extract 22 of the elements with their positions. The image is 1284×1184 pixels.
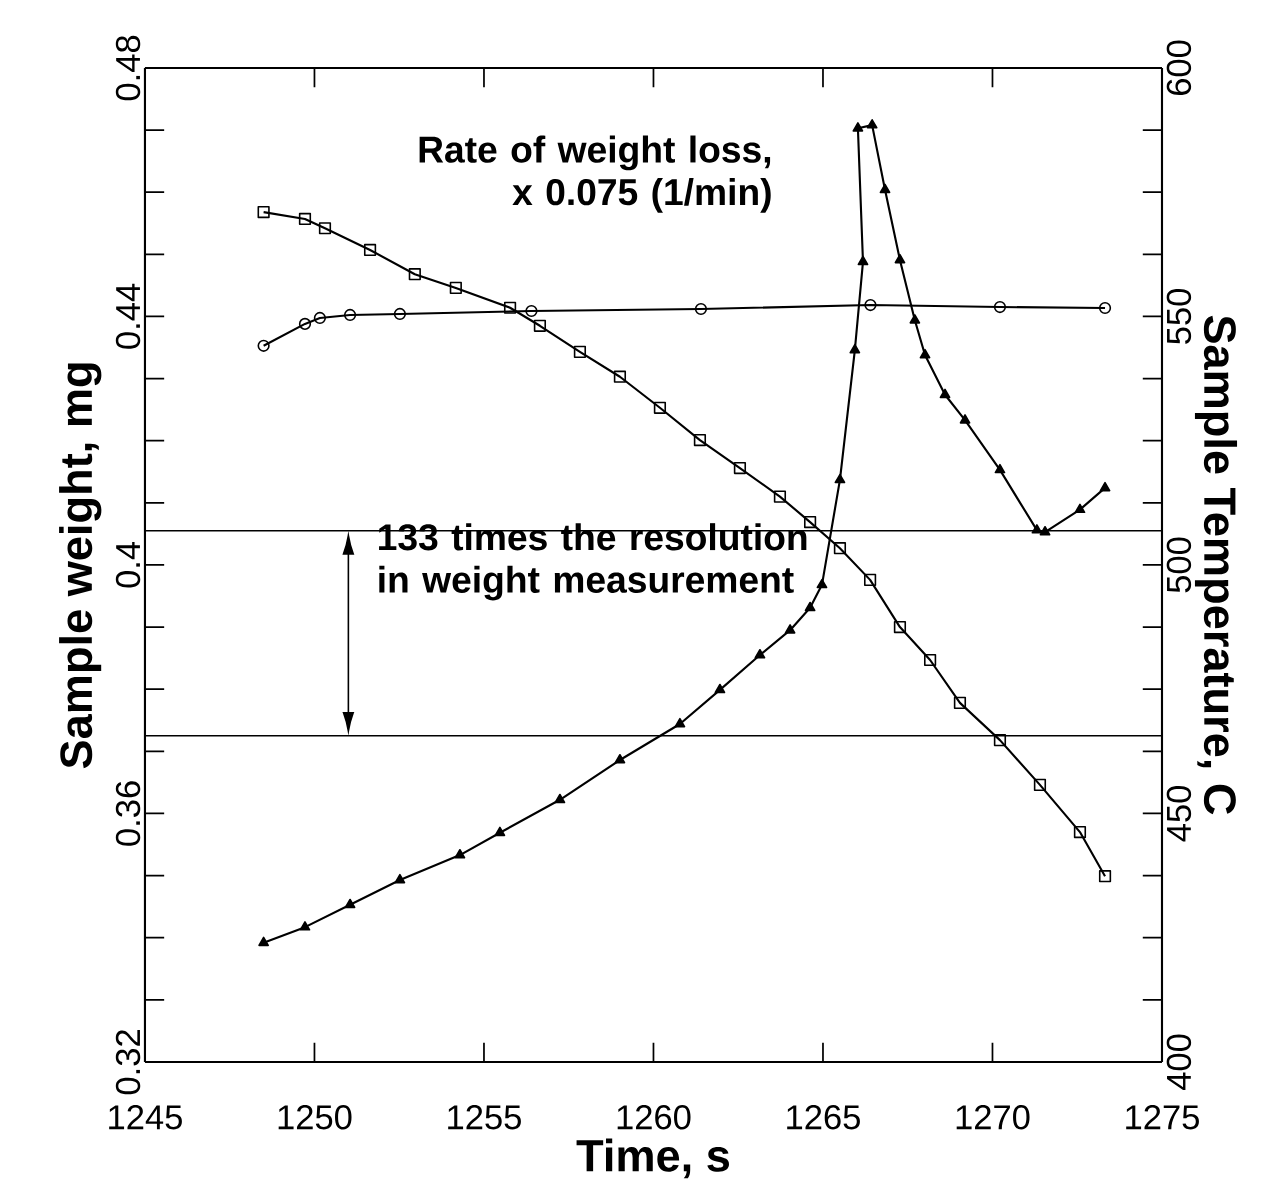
y2-tick-label: 450 xyxy=(1166,786,1192,842)
x-axis-title: Time, s xyxy=(576,1138,730,1179)
annotation: Rate of weight loss, x 0.075 (1/min) xyxy=(419,135,771,213)
y2-tick-label: 400 xyxy=(1166,1034,1192,1090)
y-tick-label: 0.48 xyxy=(115,35,141,101)
y-axis-title: Sample weight, mg xyxy=(59,363,102,769)
y2-tick-label: 500 xyxy=(1166,537,1192,593)
x-tick-label: 1245 xyxy=(109,1105,182,1130)
y2-tick-label: 600 xyxy=(1166,40,1192,96)
y2-tick-label: 550 xyxy=(1166,289,1192,344)
y-tick-label: 0.4 xyxy=(115,541,141,588)
x-tick-label: 1265 xyxy=(787,1105,860,1130)
x-tick-label: 1250 xyxy=(278,1105,352,1130)
x-tick-label: 1270 xyxy=(956,1105,1030,1130)
annotation: 133 times the resolution in weight measurement xyxy=(379,523,807,601)
y-tick-label: 0.36 xyxy=(115,781,141,846)
x-tick-label: 1275 xyxy=(1126,1105,1199,1130)
x-tick-label: 1260 xyxy=(617,1105,691,1130)
y-tick-label: 0.32 xyxy=(115,1030,141,1095)
y2-axis-title: Sample Temperature, C xyxy=(1194,315,1238,815)
y-tick-label: 0.44 xyxy=(115,283,141,349)
x-tick-label: 1255 xyxy=(448,1105,521,1130)
